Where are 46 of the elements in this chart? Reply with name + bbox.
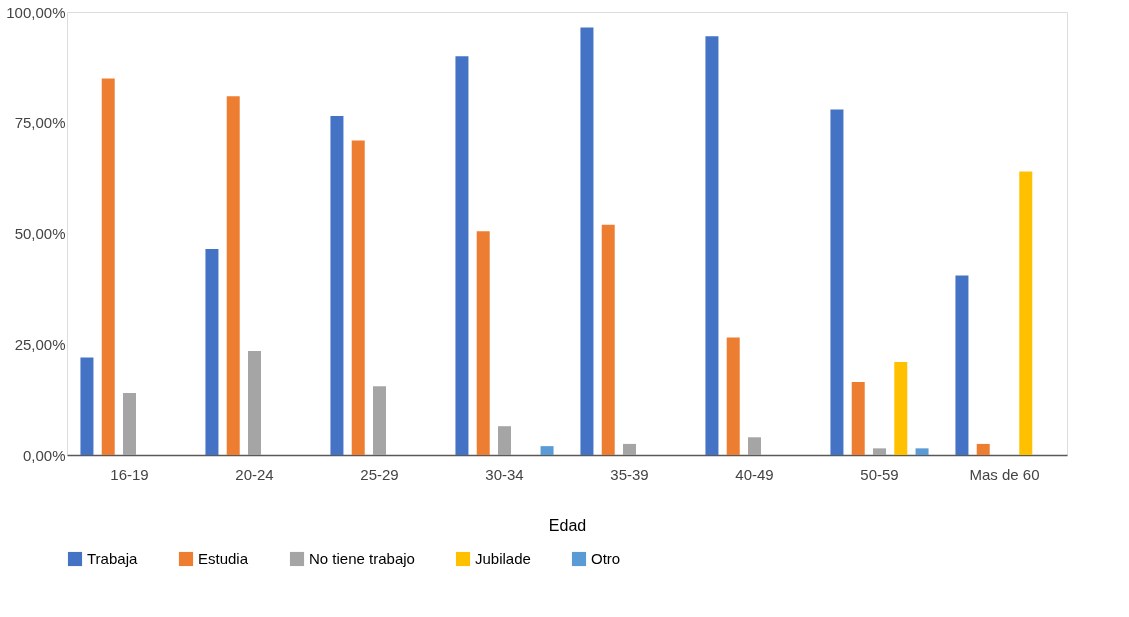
x-tick-label: 25-29 [360, 465, 399, 483]
bar [205, 249, 219, 455]
x-tick-label: 16-19 [110, 465, 149, 483]
bar [748, 437, 761, 455]
bar [498, 426, 511, 455]
bar [955, 275, 969, 455]
bar [976, 443, 990, 455]
bar [601, 224, 615, 455]
legend-label: Estudia [198, 550, 249, 567]
bar [330, 116, 344, 455]
x-tick-label: 20-24 [235, 465, 274, 483]
y-tick-label: 75,00% [14, 114, 66, 132]
bar [580, 27, 594, 455]
bar [248, 350, 261, 455]
bar [80, 357, 94, 455]
bar [455, 56, 469, 455]
x-axis-title: Edad [548, 516, 587, 534]
x-tick-label: 50-59 [860, 465, 899, 483]
legend-label: Jubilade [475, 550, 531, 567]
bar [373, 386, 386, 455]
x-tick-label: 35-39 [610, 465, 649, 483]
bar [1019, 171, 1033, 455]
legend-label: Otro [591, 550, 621, 567]
bar [540, 446, 554, 455]
bar [851, 381, 865, 455]
y-tick-label: 0,00% [22, 446, 66, 464]
bar [623, 443, 636, 455]
x-tick-label: Mas de 60 [969, 465, 1040, 483]
legend-label: No tiene trabajo [309, 550, 415, 567]
bar [476, 231, 490, 455]
bar [915, 448, 929, 455]
legend-label: Trabaja [87, 550, 138, 567]
y-tick-label: 25,00% [14, 335, 66, 353]
bar [873, 448, 886, 455]
x-tick-label: 40-49 [735, 465, 774, 483]
bar [351, 140, 365, 455]
y-tick-label: 50,00% [14, 225, 66, 242]
bar [894, 361, 908, 455]
bar [705, 36, 719, 455]
bar [123, 392, 136, 455]
x-tick-label: 30-34 [485, 465, 524, 483]
bar [726, 337, 740, 455]
bar [830, 109, 844, 455]
y-tick-label: 100,00% [6, 3, 66, 21]
bar [226, 96, 240, 455]
bar [101, 78, 115, 455]
